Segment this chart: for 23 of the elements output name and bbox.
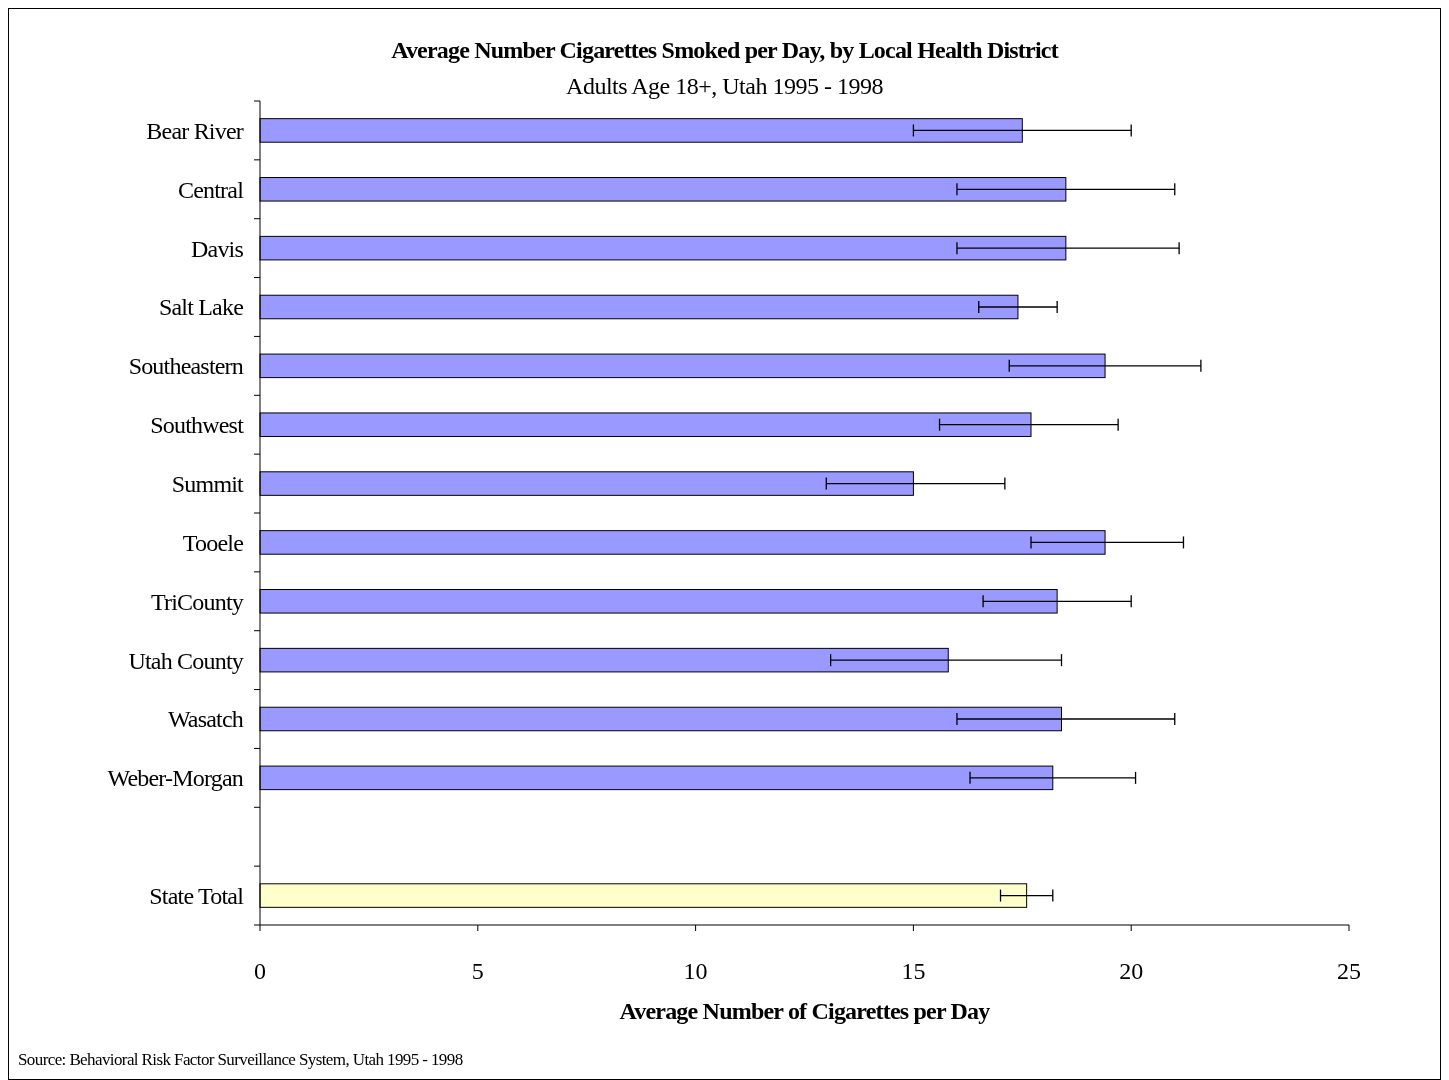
y-tick-label: Southeastern bbox=[128, 353, 244, 380]
y-tick-label: Weber-Morgan bbox=[107, 765, 244, 792]
x-tick-label: 0 bbox=[254, 958, 266, 984]
x-tick-label: 5 bbox=[471, 958, 484, 984]
source-note: Source: Behavioral Risk Factor Surveillance System, Utah 1995 - 1998 bbox=[18, 1050, 463, 1069]
y-tick-label: Utah County bbox=[128, 647, 244, 674]
y-tick-label: Salt Lake bbox=[158, 294, 244, 321]
x-tick-label: 20 bbox=[1119, 958, 1144, 984]
x-tick-label: 25 bbox=[1337, 958, 1361, 984]
x-tick-label: 15 bbox=[901, 958, 926, 984]
y-tick-label: Southwest bbox=[150, 412, 245, 439]
y-tick-label: Summit bbox=[171, 470, 245, 497]
y-tick-label: Central bbox=[177, 176, 245, 203]
chart-title: Average Number Cigarettes Smoked per Day, by Local Health District bbox=[391, 37, 1059, 63]
y-tick-label: Davis bbox=[191, 235, 244, 262]
x-tick-label: 10 bbox=[683, 958, 708, 984]
x-axis-title: Average Number of Cigarettes per Day bbox=[619, 998, 991, 1024]
y-tick-label: Wasatch bbox=[167, 706, 244, 733]
y-tick-label: TriCounty bbox=[151, 588, 244, 615]
chart-subtitle: Adults Age 18+, Utah 1995 - 1998 bbox=[566, 73, 884, 99]
y-tick-label: Tooele bbox=[182, 529, 244, 556]
y-tick-label: State Total bbox=[149, 882, 245, 909]
y-tick-label: Bear River bbox=[146, 117, 244, 144]
